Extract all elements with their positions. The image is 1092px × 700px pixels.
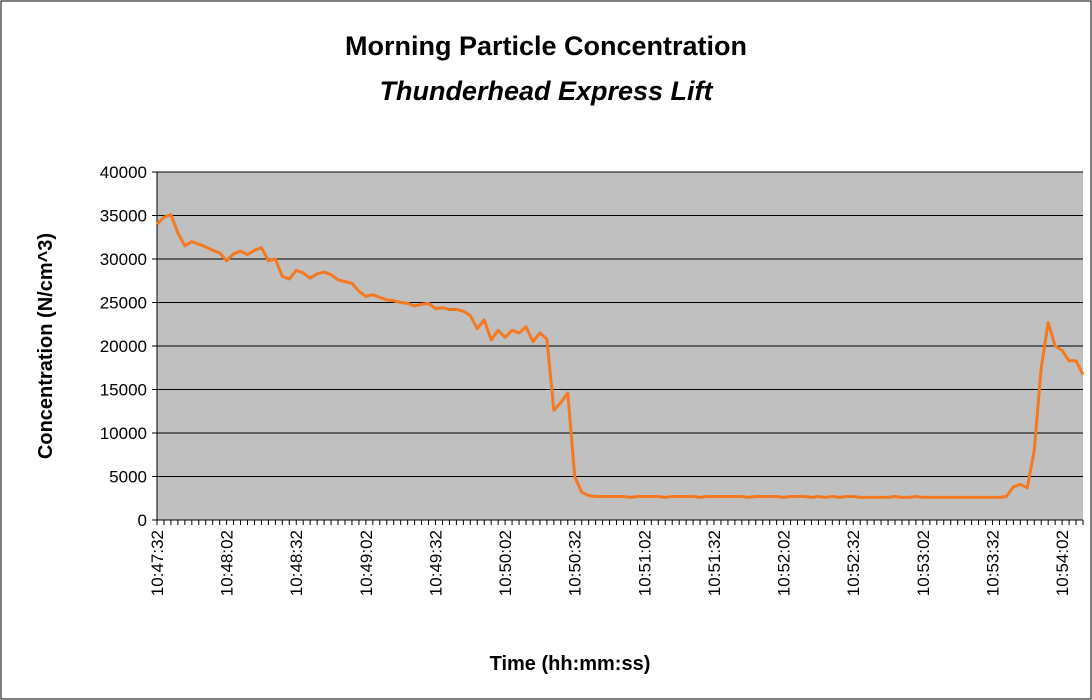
- chart-subtitle: Thunderhead Express Lift: [379, 76, 713, 106]
- y-tick-label: 0: [138, 511, 147, 530]
- y-tick-label: 10000: [100, 424, 147, 443]
- y-tick-label: 25000: [100, 294, 147, 313]
- x-tick-label: 10:54:02: [1053, 530, 1072, 596]
- y-tick-label: 30000: [100, 250, 147, 269]
- x-tick-label: 10:50:32: [566, 530, 585, 596]
- y-axis-label: Concentration (N/cm^3): [35, 233, 57, 459]
- x-tick-label: 10:53:32: [983, 530, 1002, 596]
- x-tick-label: 10:47:32: [148, 530, 167, 596]
- y-tick-label: 15000: [100, 381, 147, 400]
- chart-title: Morning Particle Concentration: [345, 31, 747, 61]
- x-tick-label: 10:51:02: [635, 530, 654, 596]
- data-line: [155, 213, 1085, 499]
- x-tick-label: 10:53:02: [914, 530, 933, 596]
- x-tick-label: 10:51:32: [705, 530, 724, 596]
- y-tick-label: 40000: [100, 163, 147, 182]
- x-tick-label: 10:50:02: [496, 530, 515, 596]
- x-tick-label: 10:49:02: [357, 530, 376, 596]
- x-tick-label: 10:48:02: [218, 530, 237, 596]
- y-tick-label: 20000: [100, 337, 147, 356]
- y-tick-label: 5000: [109, 468, 147, 487]
- x-tick-label: 10:49:32: [426, 530, 445, 596]
- x-axis-label: Time (hh:mm:ss): [490, 653, 651, 675]
- y-tick-label: 35000: [100, 207, 147, 226]
- x-tick-label: 10:48:32: [287, 530, 306, 596]
- x-tick-label: 10:52:02: [775, 530, 794, 596]
- x-tick-label: 10:52:32: [844, 530, 863, 596]
